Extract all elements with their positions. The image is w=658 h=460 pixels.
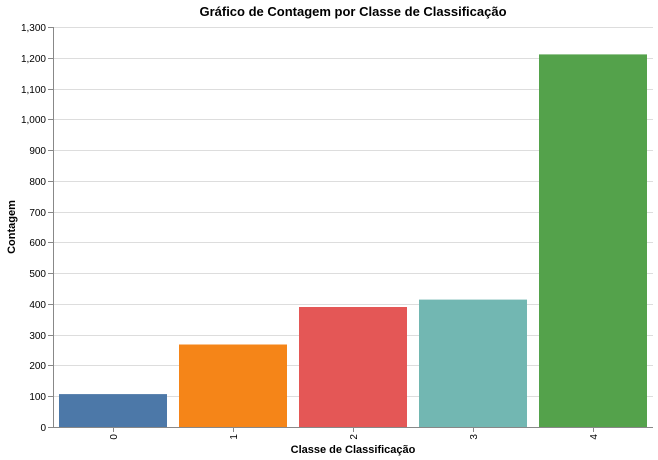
y-tick-label: 800: [29, 177, 46, 188]
x-tick-label: 2: [349, 434, 360, 440]
x-tick-label: 4: [589, 434, 600, 440]
bar-2: [299, 307, 407, 427]
y-tick-label: 200: [29, 361, 46, 372]
bar-0: [59, 394, 167, 427]
bar-1: [179, 344, 287, 427]
y-axis-title: Contagem: [6, 200, 18, 254]
y-tick-label: 700: [29, 208, 46, 219]
bar-3: [419, 299, 527, 427]
chart-title: Gráfico de Contagem por Classe de Classi…: [199, 4, 506, 19]
x-axis-title: Classe de Classificação: [291, 444, 416, 456]
y-tick-label: 400: [29, 300, 46, 311]
y-tick-label: 1,100: [21, 85, 46, 96]
y-tick-label: 100: [29, 392, 46, 403]
x-tick-label: 3: [469, 434, 480, 440]
y-tick-label: 600: [29, 238, 46, 249]
y-tick-label: 500: [29, 269, 46, 280]
y-tick-label: 1,200: [21, 54, 46, 65]
y-tick-label: 0: [40, 423, 46, 434]
y-tick-label: 1,000: [21, 115, 46, 126]
x-tick-label: 1: [229, 434, 240, 440]
bar-4: [539, 54, 647, 428]
y-tick-label: 1,300: [21, 23, 46, 34]
y-tick-label: 300: [29, 331, 46, 342]
x-tick-label: 0: [109, 434, 120, 440]
y-tick-label: 900: [29, 146, 46, 157]
axes: 0 100 200 300 400 500 600 700 800 900 1,000 1,100 1,…: [21, 23, 653, 440]
bars: [59, 54, 647, 428]
